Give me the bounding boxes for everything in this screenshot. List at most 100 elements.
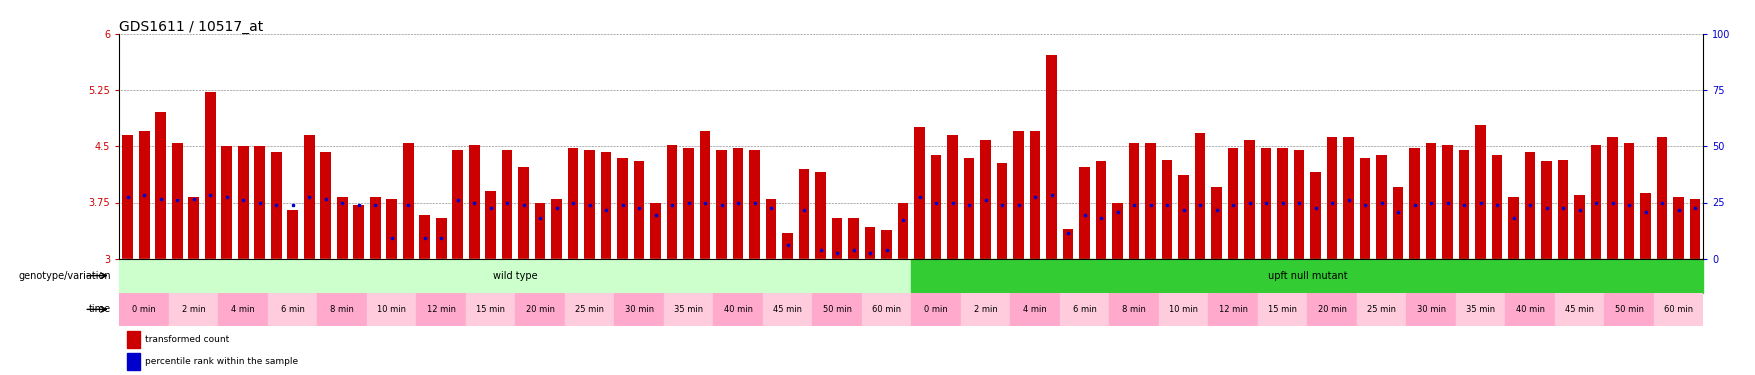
- Bar: [518, 167, 528, 259]
- Bar: [128, 353, 140, 370]
- Bar: [1109, 292, 1158, 326]
- Bar: [862, 292, 911, 326]
- Bar: [370, 197, 381, 259]
- Bar: [565, 292, 614, 326]
- Text: 60 min: 60 min: [1664, 305, 1692, 314]
- Bar: [1046, 55, 1057, 259]
- Text: 15 min: 15 min: [476, 305, 505, 314]
- Bar: [911, 259, 1702, 292]
- Bar: [848, 217, 858, 259]
- Bar: [897, 202, 907, 259]
- Bar: [1458, 150, 1469, 259]
- Bar: [683, 148, 693, 259]
- Bar: [128, 331, 140, 348]
- Bar: [119, 259, 911, 292]
- Bar: [567, 148, 577, 259]
- Bar: [1409, 148, 1420, 259]
- Bar: [1557, 160, 1567, 259]
- Bar: [304, 135, 314, 259]
- Bar: [1688, 199, 1699, 259]
- Bar: [1260, 148, 1271, 259]
- Text: 60 min: 60 min: [872, 305, 900, 314]
- Bar: [551, 199, 562, 259]
- Bar: [1673, 197, 1683, 259]
- Bar: [1062, 229, 1072, 259]
- Bar: [205, 92, 216, 259]
- Bar: [600, 152, 611, 259]
- Bar: [1028, 131, 1041, 259]
- Bar: [1009, 292, 1060, 326]
- Text: 25 min: 25 min: [1367, 305, 1395, 314]
- Text: 20 min: 20 min: [1316, 305, 1346, 314]
- Bar: [1128, 142, 1139, 259]
- Bar: [979, 140, 990, 259]
- Bar: [237, 146, 249, 259]
- Bar: [353, 205, 363, 259]
- Bar: [1455, 292, 1504, 326]
- Bar: [618, 158, 628, 259]
- Bar: [188, 196, 198, 259]
- Bar: [997, 163, 1007, 259]
- Text: 10 min: 10 min: [377, 305, 405, 314]
- Bar: [1474, 125, 1485, 259]
- Bar: [649, 202, 660, 259]
- Bar: [1376, 155, 1386, 259]
- Bar: [172, 142, 183, 259]
- Text: 40 min: 40 min: [1515, 305, 1544, 314]
- Bar: [1276, 148, 1286, 259]
- Text: 12 min: 12 min: [426, 305, 455, 314]
- Bar: [453, 150, 463, 259]
- Bar: [634, 161, 644, 259]
- Bar: [1293, 150, 1304, 259]
- Bar: [832, 217, 842, 259]
- Bar: [319, 152, 332, 259]
- Bar: [1623, 142, 1634, 259]
- Bar: [799, 169, 809, 259]
- Text: 50 min: 50 min: [821, 305, 851, 314]
- Bar: [1441, 145, 1451, 259]
- Bar: [386, 199, 397, 259]
- Bar: [254, 146, 265, 259]
- Bar: [1653, 292, 1702, 326]
- Text: 0 min: 0 min: [132, 305, 156, 314]
- Text: 30 min: 30 min: [625, 305, 653, 314]
- Text: 15 min: 15 min: [1267, 305, 1297, 314]
- Bar: [1406, 292, 1455, 326]
- Bar: [154, 112, 167, 259]
- Bar: [1095, 161, 1106, 259]
- Bar: [713, 292, 762, 326]
- Text: upft null mutant: upft null mutant: [1267, 271, 1346, 280]
- Bar: [667, 145, 677, 259]
- Bar: [1227, 148, 1237, 259]
- Bar: [1306, 292, 1357, 326]
- Bar: [419, 215, 430, 259]
- Bar: [1158, 292, 1207, 326]
- Bar: [1144, 142, 1155, 259]
- Text: 2 min: 2 min: [974, 305, 997, 314]
- Bar: [1604, 292, 1653, 326]
- Bar: [516, 292, 565, 326]
- Bar: [435, 217, 446, 259]
- Bar: [749, 150, 760, 259]
- Text: 35 min: 35 min: [1465, 305, 1494, 314]
- Bar: [716, 150, 727, 259]
- Bar: [911, 292, 960, 326]
- Text: 35 min: 35 min: [674, 305, 702, 314]
- Text: 4 min: 4 min: [232, 305, 254, 314]
- Text: 2 min: 2 min: [183, 305, 205, 314]
- Bar: [402, 142, 412, 259]
- Text: 50 min: 50 min: [1613, 305, 1643, 314]
- Text: 45 min: 45 min: [1564, 305, 1594, 314]
- Bar: [337, 196, 347, 259]
- Bar: [1639, 193, 1650, 259]
- Bar: [1207, 292, 1257, 326]
- Bar: [484, 191, 495, 259]
- Text: GDS1611 / 10517_at: GDS1611 / 10517_at: [119, 20, 263, 34]
- Text: percentile rank within the sample: percentile rank within the sample: [144, 357, 298, 366]
- Text: 6 min: 6 min: [1072, 305, 1095, 314]
- Bar: [1508, 197, 1518, 259]
- Bar: [367, 292, 416, 326]
- Text: 8 min: 8 min: [330, 305, 355, 314]
- Bar: [1358, 158, 1369, 259]
- Text: 30 min: 30 min: [1416, 305, 1444, 314]
